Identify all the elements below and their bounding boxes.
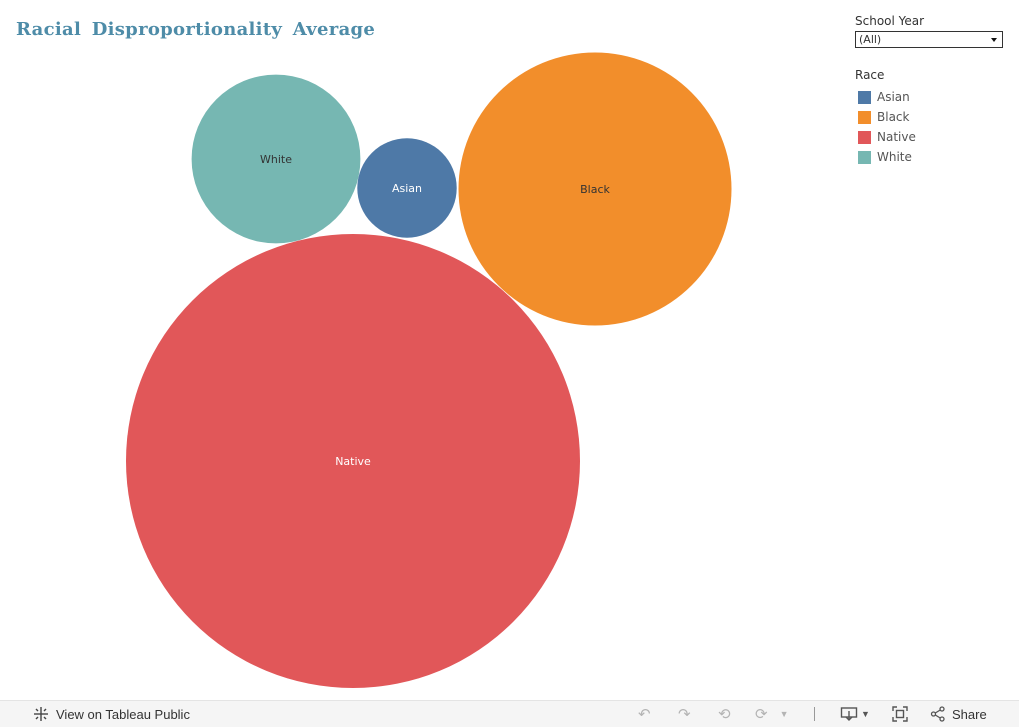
share-button[interactable]: Share [930, 701, 987, 727]
bubble-white[interactable] [191, 74, 361, 244]
legend-item-native[interactable]: Native [855, 127, 1010, 147]
legend-swatch [858, 90, 871, 104]
tableau-logo-icon [34, 707, 48, 721]
bubble-black[interactable] [458, 52, 732, 326]
redo-button[interactable]: ↷ [678, 701, 691, 727]
legend-label: White [877, 150, 912, 164]
legend-title: Race [855, 68, 885, 82]
legend-label: Black [877, 110, 910, 124]
bubble-chart: White Asian Black Native [126, 52, 732, 688]
chevron-down-icon: ▼ [861, 709, 870, 719]
legend-label: Asian [877, 90, 910, 104]
download-button[interactable]: ▼ [840, 701, 870, 727]
legend-item-black[interactable]: Black [855, 107, 1010, 127]
chevron-down-icon: ▼ [779, 709, 789, 719]
legend-swatch [858, 150, 871, 164]
fullscreen-button[interactable] [892, 701, 908, 727]
redo-icon: ↷ [678, 706, 691, 723]
dropdown-arrow-icon[interactable] [991, 38, 997, 42]
refresh-icon: ⟳ [755, 706, 768, 723]
view-on-tableau-link[interactable]: View on Tableau Public [32, 701, 190, 727]
download-icon [840, 707, 858, 721]
filter-label: School Year [855, 14, 925, 28]
dropdown-value: (All) [859, 33, 882, 46]
school-year-dropdown[interactable]: (All) [855, 31, 1003, 48]
bubble-label-white: White [260, 153, 292, 166]
legend-label: Native [877, 130, 916, 144]
legend-item-white[interactable]: White [855, 147, 1010, 167]
fullscreen-icon [892, 706, 908, 722]
revert-icon: ⟲ [718, 706, 731, 723]
bubble-label-asian: Asian [392, 182, 422, 195]
chart-title: Racial Disproportionality Average [16, 19, 376, 40]
toolbar-divider [814, 707, 815, 721]
bubble-asian[interactable] [357, 138, 457, 238]
revert-button[interactable]: ⟲ [718, 701, 731, 727]
school-year-filter: School Year (All) [855, 14, 1010, 48]
legend-item-asian[interactable]: Asian [855, 87, 1010, 107]
bubble-label-black: Black [580, 183, 610, 196]
refresh-button[interactable]: ⟳ ▼ [755, 701, 789, 727]
share-label: Share [952, 706, 987, 722]
tableau-toolbar: View on Tableau Public ↶ ↷ ⟲ ⟳ ▼ ▼ [0, 700, 1019, 727]
legend-swatch [858, 110, 871, 124]
bubble-native[interactable] [126, 234, 580, 688]
side-panel: School Year (All) Race Asian Black Nativ… [855, 14, 1010, 167]
view-on-tableau-label: View on Tableau Public [56, 706, 190, 722]
undo-icon: ↶ [638, 706, 651, 723]
legend-swatch [858, 130, 871, 144]
share-icon [930, 706, 945, 722]
legend-items: Asian Black Native White [855, 87, 1010, 167]
bubble-label-native: Native [335, 455, 371, 468]
undo-button[interactable]: ↶ [638, 701, 651, 727]
race-legend: Race Asian Black Native White [855, 68, 1010, 167]
